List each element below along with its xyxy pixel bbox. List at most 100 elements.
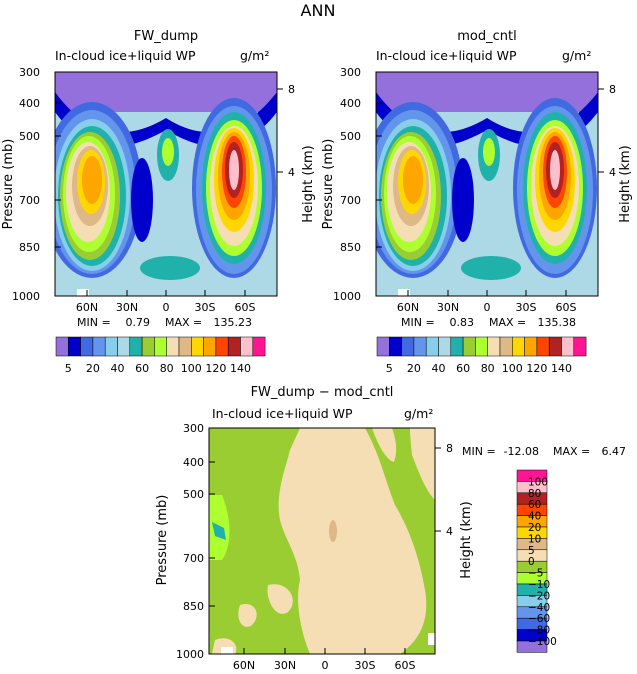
panel-difference: FW_dump − mod_cntl In-cloud ice+liquid W… — [155, 385, 626, 672]
contour-field — [55, 72, 277, 296]
x-tick-label: 0 — [163, 301, 170, 314]
y-right-tick-label: 8 — [609, 83, 616, 96]
y-tick-label: 300 — [19, 66, 40, 79]
colorbar-label: 120 — [205, 362, 226, 375]
max-value: 6.47 — [602, 445, 627, 458]
y-tick-label: 700 — [19, 194, 40, 207]
colorbar-label: −20 — [528, 590, 550, 602]
y-right-tick-label: 8 — [446, 442, 453, 455]
x-tick-label: 30N — [274, 659, 296, 672]
x-tick-label: 30S — [195, 301, 216, 314]
colorbar-label: 5 — [386, 362, 393, 375]
colorbar-swatch — [413, 336, 427, 357]
contour-band — [77, 289, 89, 296]
contour-band — [483, 138, 495, 166]
colorbar-swatch — [438, 336, 452, 357]
colorbar-swatch — [129, 336, 143, 357]
y-tick-label: 400 — [340, 97, 361, 110]
y-right-tick-label: 4 — [446, 525, 453, 538]
colorbar-swatch — [524, 336, 538, 357]
colorbar-label: −10 — [528, 579, 550, 591]
panel-title: FW_dump − mod_cntl — [251, 385, 394, 400]
y-axis-right: 8 4 Height (km) — [598, 83, 633, 223]
colorbar-swatch — [401, 336, 415, 357]
contour-band — [550, 150, 560, 190]
y-tick-label: 300 — [340, 66, 361, 79]
colorbar-label: 5 — [65, 362, 72, 375]
colorbar-swatch — [203, 336, 217, 357]
colorbar-swatch — [68, 336, 81, 357]
colorbar-label: 10 — [528, 533, 541, 545]
panel-title: mod_cntl — [457, 29, 516, 44]
min-value: -12.08 — [504, 445, 539, 458]
y-tick-label: 700 — [340, 194, 361, 207]
panel-subtitle: In-cloud ice+liquid WP — [376, 48, 517, 63]
x-tick-label: 60S — [556, 301, 577, 314]
contour-band — [229, 150, 239, 190]
y-axis-left: 300 400 500 700 850 1000 Pressure (mb) — [1, 66, 61, 303]
colorbar-swatch — [252, 336, 266, 357]
panel-fw-dump: FW_dump In-cloud ice+liquid WP g/m² — [1, 29, 316, 375]
y-tick-label: 300 — [183, 422, 204, 435]
colorbar-label: 100 — [502, 362, 523, 375]
colorbar-swatch — [536, 336, 550, 357]
min-value: 0.83 — [450, 316, 475, 329]
y-tick-label: 400 — [183, 456, 204, 469]
y-tick-label: 850 — [183, 600, 204, 613]
max-value: 135.38 — [538, 316, 577, 329]
contour-band — [428, 633, 435, 645]
colorbar-label: −100 — [528, 636, 557, 648]
y-tick-label: 500 — [183, 488, 204, 501]
y-axis-label: Pressure (mb) — [155, 495, 170, 586]
colorbar-label: 40 — [111, 362, 125, 375]
x-tick-label: 30N — [116, 301, 138, 314]
x-tick-label: 30S — [516, 301, 537, 314]
colorbar-label: −5 — [528, 568, 543, 580]
x-axis: 60N 30N 0 30S 60S — [397, 290, 577, 314]
x-axis: 60N 30N 0 30S 60S — [76, 290, 256, 314]
colorbar-swatch — [389, 336, 402, 357]
contour-band — [372, 428, 397, 462]
contour-band — [140, 256, 200, 280]
x-tick-label: 60S — [395, 659, 416, 672]
colorbar-label: 20 — [528, 522, 541, 534]
colorbar-label: 20 — [407, 362, 421, 375]
colorbar-swatch — [512, 336, 525, 357]
y-tick-label: 850 — [19, 241, 40, 254]
colorbar-label: 40 — [528, 511, 541, 523]
colorbar-label: 60 — [135, 362, 149, 375]
contour-band — [398, 289, 410, 296]
colorbar-swatch — [215, 336, 229, 357]
contour-field — [209, 428, 435, 654]
colorbar-swatch — [561, 336, 575, 357]
x-tick-label: 60N — [397, 301, 419, 314]
colorbar-label: 60 — [456, 362, 470, 375]
min-label: MIN = — [462, 445, 496, 458]
y-right-axis-label: Height (km) — [618, 145, 633, 222]
figure-title: ANN — [301, 1, 336, 20]
colorbar-swatch — [191, 336, 204, 357]
colorbar-label: 140 — [551, 362, 572, 375]
colorbar-swatch — [450, 336, 464, 357]
panel-units: g/m² — [404, 406, 433, 421]
y-right-axis-label: Height (km) — [459, 501, 474, 578]
colorbar-label: 120 — [526, 362, 547, 375]
colorbar-swatch — [548, 336, 562, 357]
colorbar-swatch — [117, 336, 131, 357]
y-tick-label: 500 — [340, 130, 361, 143]
panel-units: g/m² — [562, 48, 591, 63]
colorbar-label: 40 — [432, 362, 446, 375]
contour-band — [461, 256, 521, 280]
y-axis-right: 8 4 Height (km) — [277, 83, 316, 223]
x-tick-label: 30N — [437, 301, 459, 314]
colorbar-swatch — [487, 336, 501, 357]
colorbar-label: −40 — [528, 602, 550, 614]
panel-mod-cntl: mod_cntl In-cloud ice+liquid WP g/m² — [321, 29, 633, 375]
contour-field — [376, 72, 598, 296]
colorbar-swatch — [166, 336, 180, 357]
x-tick-label: 0 — [322, 659, 329, 672]
colorbar-swatch — [92, 336, 106, 357]
colorbar: 5 20 40 60 80 100 120 140 — [376, 336, 587, 375]
colorbar-label: 100 — [528, 476, 548, 488]
